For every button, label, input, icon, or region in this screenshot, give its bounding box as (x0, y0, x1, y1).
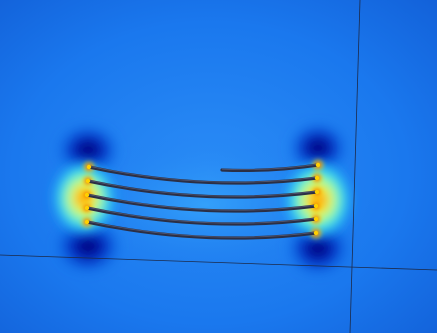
wire-end-core-right-2 (314, 189, 320, 195)
coil-wire-5 (85, 220, 318, 240)
axis-line-horizontal (0, 254, 437, 271)
coil-wire-1 (87, 165, 319, 185)
coil-wire-0 (220, 163, 320, 173)
wire-end-core-left-5 (84, 219, 90, 225)
axis-line-vertical (349, 0, 361, 333)
wire-end-core-left-4 (84, 205, 90, 211)
wire-end-core-left-1 (86, 164, 92, 170)
coil-wire-highlight-2 (87, 179, 318, 197)
wire-end-core-right-0 (315, 162, 321, 168)
wire-end-core-right-4 (313, 216, 319, 222)
wire-end-core-right-5 (313, 230, 319, 236)
coil-wire-highlight-5 (86, 220, 317, 238)
wire-end-core-left-2 (85, 178, 91, 184)
wire-end-core-right-3 (313, 203, 319, 209)
coil-wire-highlight-4 (86, 206, 317, 224)
wire-end-core-right-1 (314, 175, 320, 181)
coil-wire-highlight-3 (86, 193, 317, 211)
coil (81, 159, 324, 240)
coil-wire-4 (85, 206, 318, 226)
coil-wire-2 (86, 179, 319, 199)
coil-wire-highlight-1 (88, 165, 318, 183)
coil-wire-3 (85, 193, 318, 213)
wire-end-core-left-3 (84, 192, 90, 198)
coil-wire-highlight-0 (221, 163, 319, 171)
